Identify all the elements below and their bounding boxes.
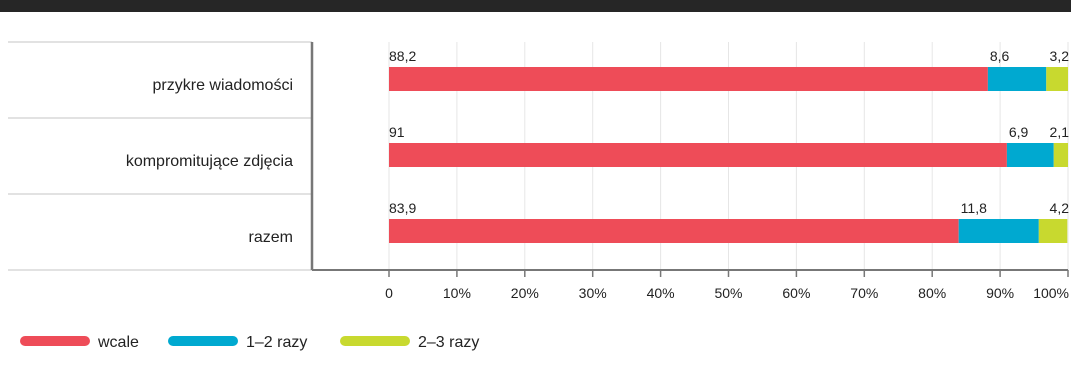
data-label: 11,8 bbox=[961, 200, 987, 216]
bar-segment bbox=[389, 219, 959, 243]
category-label: przykre wiadomości bbox=[153, 77, 293, 94]
bar-segment bbox=[958, 219, 1039, 243]
category-label: razem bbox=[249, 229, 293, 246]
x-tick-label: 10% bbox=[443, 285, 471, 301]
top-strip bbox=[0, 0, 1071, 12]
bar-segment bbox=[389, 67, 988, 91]
x-tick-label: 50% bbox=[714, 285, 742, 301]
bar-segment bbox=[1006, 143, 1054, 167]
data-label: 8,6 bbox=[990, 48, 1010, 64]
data-label: 6,9 bbox=[1009, 124, 1029, 140]
bar-segment bbox=[1038, 219, 1068, 243]
x-tick-label: 80% bbox=[918, 285, 946, 301]
data-label: 88,2 bbox=[389, 48, 416, 64]
category-label: kompromitujące zdjęcia bbox=[126, 153, 293, 170]
data-label: 91 bbox=[389, 124, 405, 140]
legend-label: 1–2 razy bbox=[246, 334, 307, 351]
x-tick-label: 70% bbox=[850, 285, 878, 301]
bar-segment bbox=[987, 67, 1047, 91]
bar-segment bbox=[1046, 67, 1068, 91]
x-tick-label: 60% bbox=[782, 285, 810, 301]
data-label: 4,2 bbox=[1050, 200, 1070, 216]
data-label: 2,1 bbox=[1050, 124, 1070, 140]
legend-label: 2–3 razy bbox=[418, 334, 479, 351]
bar-segment bbox=[1053, 143, 1068, 167]
x-tick-label: 30% bbox=[579, 285, 607, 301]
x-tick-label: 100% bbox=[1033, 285, 1069, 301]
x-tick-label: 0 bbox=[385, 285, 393, 301]
legend-label: wcale bbox=[97, 334, 139, 351]
x-tick-label: 20% bbox=[511, 285, 539, 301]
bar-segment bbox=[389, 143, 1007, 167]
data-label: 3,2 bbox=[1050, 48, 1070, 64]
x-tick-label: 40% bbox=[647, 285, 675, 301]
data-label: 83,9 bbox=[389, 200, 416, 216]
x-tick-label: 90% bbox=[986, 285, 1014, 301]
